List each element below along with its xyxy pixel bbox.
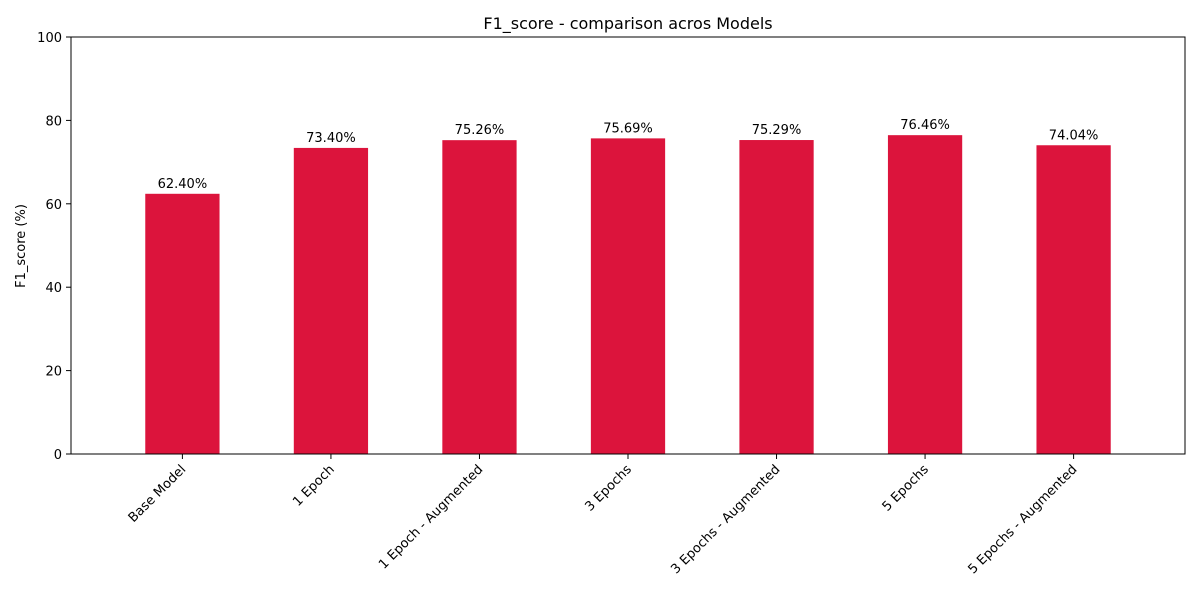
- bar: [739, 140, 814, 454]
- bar-value-label: 75.29%: [752, 123, 802, 138]
- chart-title: F1_score - comparison acros Models: [483, 14, 772, 34]
- value-labels-layer: 62.40% 73.40% 75.26% 75.69% 75.29% 76.46% 74.0…: [158, 118, 1099, 192]
- bar-value-label: 76.46%: [900, 118, 950, 133]
- x-tick-label: 3 Epochs: [583, 462, 635, 514]
- y-axis-label: F1_score (%): [14, 204, 29, 288]
- bar-value-label: 62.40%: [158, 177, 208, 192]
- bar-value-label: 75.69%: [603, 121, 653, 136]
- y-tick-label: 80: [45, 114, 62, 129]
- bar: [887, 135, 963, 454]
- y-tick-label: 100: [37, 31, 62, 46]
- x-tick-label: 3 Epochs - Augmented: [668, 462, 783, 577]
- bar: [1036, 145, 1111, 454]
- y-tick-label: 0: [54, 448, 62, 463]
- y-axis: 0 20 40 60 80 100: [37, 31, 71, 463]
- bar-value-label: 73.40%: [306, 131, 356, 146]
- bars-layer: [145, 135, 1111, 455]
- x-tick-label: Base Model: [126, 462, 190, 526]
- bar-value-label: 75.26%: [455, 123, 505, 138]
- bar: [590, 138, 666, 455]
- y-tick-label: 40: [45, 281, 62, 296]
- x-axis: Base Model 1 Epoch 1 Epoch - Augmented 3 Ep…: [126, 454, 1080, 577]
- y-tick-label: 20: [45, 365, 62, 380]
- bar: [145, 193, 220, 455]
- bar: [293, 147, 369, 454]
- bar: [442, 140, 517, 454]
- x-tick-label: 1 Epoch - Augmented: [376, 462, 486, 572]
- bar-value-label: 74.04%: [1049, 128, 1099, 143]
- x-tick-label: 5 Epochs - Augmented: [965, 462, 1080, 577]
- x-tick-label: 5 Epochs: [880, 462, 932, 514]
- y-tick-label: 60: [45, 198, 62, 213]
- x-tick-label: 1 Epoch: [290, 462, 338, 510]
- plot-frame: [70, 36, 1186, 455]
